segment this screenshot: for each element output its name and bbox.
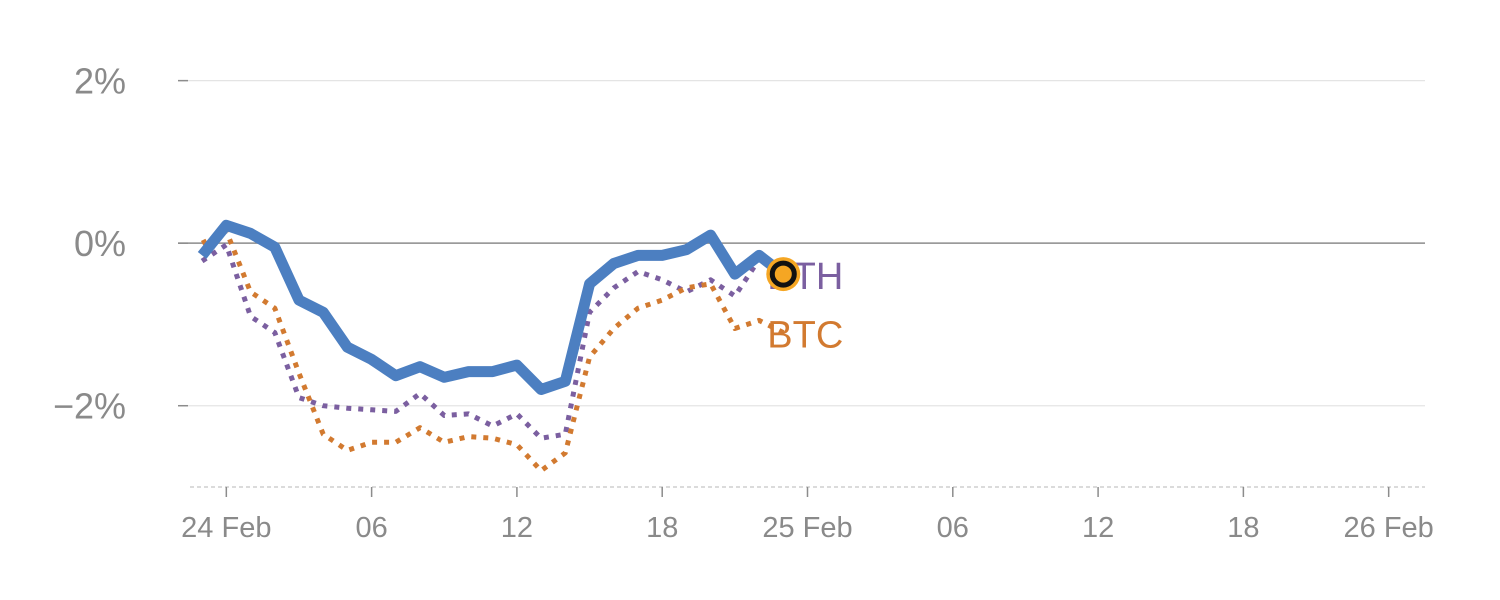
x-tick-label: 18 <box>646 512 678 544</box>
series-line-main <box>197 219 787 395</box>
series-lines <box>197 219 787 474</box>
x-tick-label: 06 <box>937 512 969 544</box>
x-tick-label: 06 <box>355 512 387 544</box>
y-tick-label: 2% <box>74 61 126 102</box>
y-axis: 2% 0% −2% <box>53 61 188 427</box>
x-tick-label: 26 Feb <box>1344 512 1434 544</box>
x-tick-label: 18 <box>1227 512 1259 544</box>
x-tick-label: 12 <box>501 512 533 544</box>
x-tick-label: 24 Feb <box>181 512 271 544</box>
x-tick-label: 12 <box>1082 512 1114 544</box>
y-tick-label: 0% <box>74 223 126 264</box>
y-tick-label: −2% <box>53 386 126 427</box>
series-label-btc: BTC <box>767 315 843 357</box>
current-point-marker <box>766 257 801 292</box>
gridlines <box>178 80 1425 407</box>
x-tick-labels: 24 Feb 06 12 18 25 Feb 06 12 18 26 Feb <box>181 487 1434 544</box>
x-tick-label: 25 Feb <box>762 512 852 544</box>
marker-dot <box>769 260 797 288</box>
